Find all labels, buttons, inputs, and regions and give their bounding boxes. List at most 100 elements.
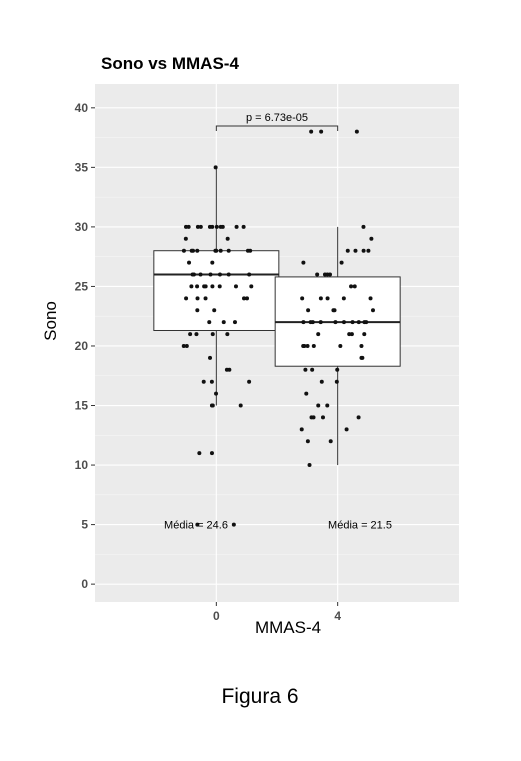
data-point: [339, 260, 344, 265]
data-point: [233, 284, 238, 289]
data-point: [320, 415, 325, 420]
data-point: [194, 332, 199, 337]
data-point: [359, 343, 364, 348]
data-point: [190, 272, 195, 277]
y-tick-label: 0: [81, 577, 88, 591]
data-point: [319, 379, 324, 384]
data-point: [341, 296, 346, 301]
data-point: [370, 308, 375, 313]
data-point: [241, 296, 246, 301]
data-point: [316, 332, 321, 337]
data-point: [232, 320, 237, 325]
data-point: [195, 284, 200, 289]
data-point: [304, 391, 309, 396]
data-point: [248, 248, 253, 253]
data-point: [209, 451, 214, 456]
data-point: [335, 367, 340, 372]
data-point: [301, 343, 306, 348]
x-tick-label: 4: [334, 609, 341, 623]
data-point: [195, 522, 200, 527]
data-point: [299, 427, 304, 432]
data-point: [325, 403, 330, 408]
data-point: [195, 224, 200, 229]
data-point: [303, 367, 308, 372]
data-point: [301, 260, 306, 265]
chart-title: Sono vs MMAS-4: [101, 54, 239, 73]
data-point: [209, 379, 214, 384]
data-point: [183, 224, 188, 229]
data-point: [212, 308, 217, 313]
data-point: [353, 248, 358, 253]
data-point: [328, 439, 333, 444]
data-point: [350, 320, 355, 325]
data-point: [318, 320, 323, 325]
data-point: [184, 296, 189, 301]
data-point: [226, 272, 231, 277]
data-point: [217, 284, 222, 289]
data-point: [245, 296, 250, 301]
bracket-line: [215, 125, 339, 131]
data-point: [360, 355, 365, 360]
data-point: [347, 332, 352, 337]
data-point: [214, 391, 219, 396]
y-tick-label: 25: [75, 279, 89, 293]
y-tick-label: 10: [75, 458, 89, 472]
data-point: [306, 308, 311, 313]
data-point: [210, 403, 215, 408]
pvalue-label: p = 6.73e-05: [246, 112, 308, 124]
data-point: [305, 343, 310, 348]
data-point: [249, 284, 254, 289]
data-point: [334, 379, 339, 384]
data-point: [301, 320, 306, 325]
data-point: [247, 379, 252, 384]
points: [181, 129, 375, 527]
data-point: [247, 272, 252, 277]
data-point: [315, 272, 320, 277]
data-point: [197, 451, 202, 456]
data-point: [213, 248, 218, 253]
box-0: [153, 250, 280, 331]
data-point: [208, 272, 213, 277]
data-point: [369, 236, 374, 241]
data-point: [183, 236, 188, 241]
data-point: [310, 320, 315, 325]
significance-bracket: [215, 125, 339, 131]
data-point: [231, 522, 236, 527]
data-point: [305, 439, 310, 444]
data-point: [352, 284, 357, 289]
data-point: [325, 296, 330, 301]
data-point: [224, 367, 229, 372]
data-point: [364, 320, 369, 325]
y-tick-label: 5: [81, 518, 88, 532]
data-point: [181, 343, 186, 348]
data-point: [238, 403, 243, 408]
data-point: [316, 403, 321, 408]
data-point: [309, 129, 314, 134]
y-tick-label: 20: [75, 339, 89, 353]
data-point: [210, 260, 215, 265]
data-point: [338, 343, 343, 348]
data-point: [203, 296, 208, 301]
data-point: [328, 272, 333, 277]
data-point: [341, 320, 346, 325]
mean-label-0: Média = 24.6: [164, 520, 228, 532]
y-axis: 0 5 10 15 20 25 30 35 40: [75, 101, 95, 591]
data-point: [354, 129, 359, 134]
y-tick-label: 15: [75, 399, 89, 413]
data-point: [362, 332, 367, 337]
data-point: [198, 272, 203, 277]
data-point: [310, 367, 315, 372]
data-point: [226, 248, 231, 253]
data-point: [333, 320, 338, 325]
data-point: [361, 248, 366, 253]
data-point: [220, 224, 225, 229]
data-point: [225, 236, 230, 241]
data-point: [234, 224, 239, 229]
data-point: [225, 332, 230, 337]
data-point: [208, 355, 213, 360]
data-point: [207, 224, 212, 229]
data-point: [195, 296, 200, 301]
data-point: [366, 248, 371, 253]
